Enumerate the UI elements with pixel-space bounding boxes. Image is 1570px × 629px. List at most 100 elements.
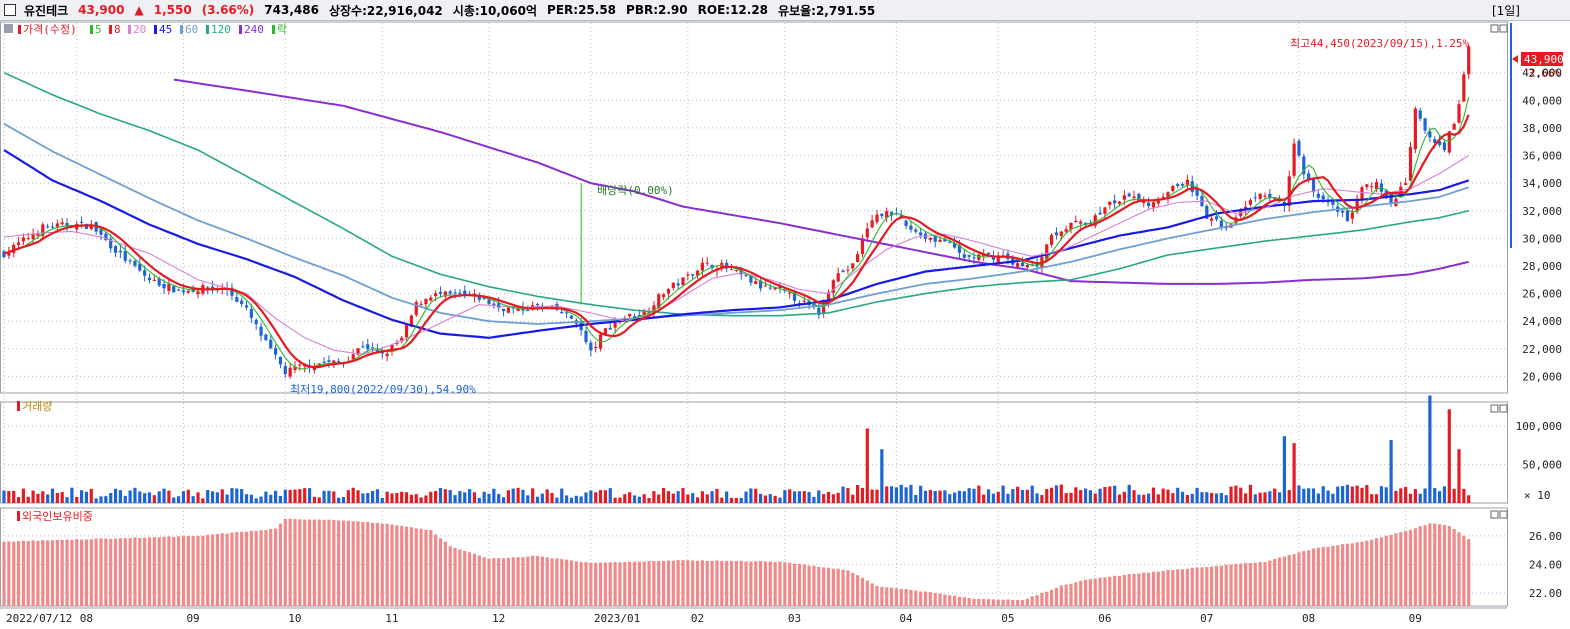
volume-bar [2, 490, 6, 503]
volume-bar [817, 490, 821, 503]
float-ratio: 유보율:2,791.55 [778, 3, 876, 18]
foreign-ratio-bar [545, 557, 549, 606]
candle-body [89, 224, 93, 230]
volume-bar [623, 494, 627, 503]
foreign-ratio-bar [390, 524, 394, 606]
candle-body [817, 307, 821, 315]
candle-body [434, 293, 438, 297]
volume-bar [1370, 494, 1374, 503]
volume-bar [147, 492, 152, 503]
candle-body [928, 237, 932, 240]
foreign-ratio-bar [167, 536, 171, 606]
foreign-ratio-bar [1185, 568, 1189, 606]
foreign-ratio-bar [725, 560, 729, 606]
foreign-ratio-bar [147, 537, 152, 606]
foreign-ratio-bar [337, 520, 341, 606]
candle-body [414, 302, 418, 315]
legend-label: 45 [159, 23, 172, 36]
candle-body [46, 226, 50, 228]
foreign-ratio-bar [1113, 575, 1117, 606]
candle-body [1302, 156, 1306, 175]
price-tick-label: 30,000 [1522, 232, 1562, 245]
candle-body [167, 283, 171, 291]
foreign-ratio-bar [312, 519, 316, 606]
stock-name[interactable]: 유진테크 [24, 3, 69, 18]
volume-bar [870, 489, 874, 503]
foreign-ratio-bar [128, 538, 132, 606]
checkbox-icon[interactable] [4, 4, 16, 16]
volume-bars [2, 395, 1471, 503]
volume-bar [914, 494, 918, 503]
candle-body [249, 309, 253, 318]
volume-bar [75, 496, 79, 503]
volume-bar [259, 496, 263, 503]
candle-body [322, 361, 326, 363]
candle-body [914, 229, 918, 232]
moving-average-lines [3, 71, 1470, 370]
volume-bar [80, 490, 84, 503]
volume-bar [283, 489, 287, 503]
volume-bar [550, 492, 554, 503]
volume-bar [482, 491, 486, 503]
volume-bar [1273, 488, 1277, 503]
candle-body [206, 287, 210, 289]
volume-panel-title[interactable]: 거래량 [22, 400, 52, 413]
volume-tick-label: 50,000 [1522, 459, 1562, 472]
chart-area[interactable]: 최고44,450(2023/09/15),1.25% 최저19,800(2022… [0, 21, 1570, 629]
candle-body [759, 280, 763, 289]
candle-body [41, 224, 45, 237]
candle-body [351, 354, 355, 360]
foreign-ratio-bar [1122, 574, 1126, 606]
volume-bar [1011, 489, 1015, 503]
foreign-ratio-bar [419, 528, 423, 606]
volume-bar [1016, 486, 1020, 503]
volume-bar [662, 487, 666, 503]
volume-bar [1098, 488, 1102, 503]
candle-body [880, 213, 884, 217]
volume-bar [768, 494, 772, 503]
candle-body [744, 274, 748, 276]
price-tick-label: 42,000 [1522, 67, 1562, 80]
candle-body [274, 348, 278, 355]
foreign-tick-label: 26.00 [1529, 530, 1562, 543]
legend-swatch [239, 25, 242, 34]
foreign-ratio-bar [1389, 534, 1393, 606]
foreign-panel-title[interactable]: 외국인보유비중 [22, 510, 93, 523]
volume-bar [1365, 485, 1369, 503]
foreign-ratio-bar [986, 599, 991, 606]
volume-bar [118, 490, 122, 503]
foreign-ratio-bar [909, 589, 913, 606]
volume-bar [579, 496, 583, 503]
volume-bar [1147, 493, 1151, 503]
foreign-ratio-bar [181, 536, 186, 606]
volume-bar [778, 497, 782, 503]
foreign-ratio-bar [598, 562, 603, 606]
volume-bar [797, 491, 801, 503]
foreign-ratio-bar [1263, 562, 1267, 606]
candle-body [1370, 186, 1374, 188]
candle-body [628, 313, 632, 317]
period-selector[interactable]: [1일] [1491, 4, 1520, 18]
foreign-ratio-bar [705, 560, 709, 606]
price-tick-label: 38,000 [1522, 122, 1562, 135]
foreign-ratio-bar [458, 549, 462, 606]
candle-body [933, 236, 937, 242]
volume-bar [637, 496, 641, 503]
foreign-ratio-bar [1180, 569, 1185, 606]
volume-bar [754, 488, 758, 503]
foreign-ratio-bar [196, 535, 200, 606]
volume-bar [1030, 485, 1034, 503]
foreign-ratio-bar [574, 561, 578, 606]
foreign-ratio-bar [1079, 580, 1083, 606]
volume-bar [860, 487, 865, 503]
volume-bar [322, 490, 326, 503]
foreign-ratio-bar [1020, 599, 1025, 606]
foreign-ratio-bar [264, 530, 268, 606]
price-tick-label: 24,000 [1522, 315, 1562, 328]
candle-body [259, 326, 263, 336]
candle-body [700, 262, 704, 271]
foreign-ratio-bar [1442, 524, 1447, 606]
candle-body [487, 299, 491, 304]
candle-body [332, 360, 336, 364]
foreign-ratio-bar [739, 560, 743, 606]
